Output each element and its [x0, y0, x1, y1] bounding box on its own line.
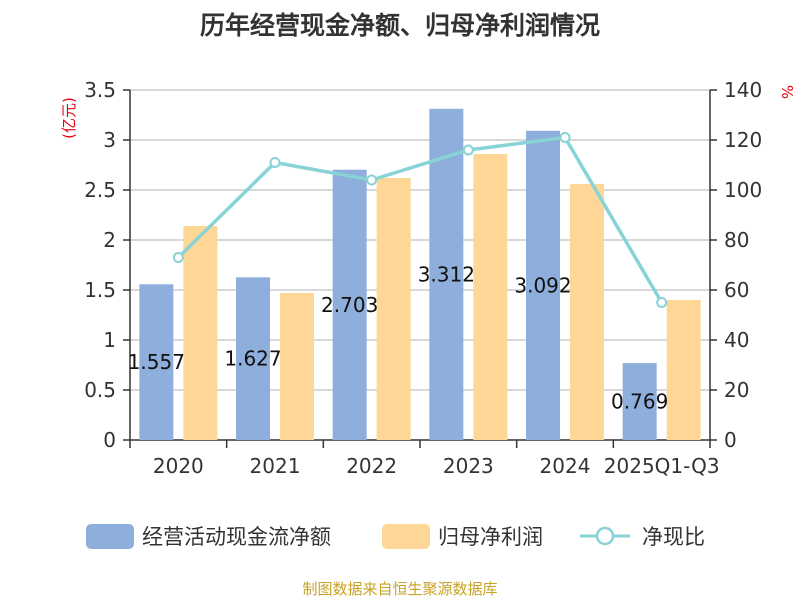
x-tick-label: 2021: [250, 454, 301, 478]
bars: [139, 108, 701, 441]
data-label-cashflow: 2.703: [321, 293, 378, 317]
ratio-line: [172, 132, 668, 308]
left-tick-label: 1.5: [84, 278, 116, 302]
x-tick-label: 2023: [443, 454, 494, 478]
right-tick-label: 80: [724, 228, 749, 252]
bar-net-profit: [280, 293, 314, 440]
data-label-cashflow: 1.557: [128, 350, 185, 374]
ratio-line-path: [177, 135, 664, 304]
data-label-cashflow: 3.312: [418, 262, 475, 286]
source-note: 制图数据来自恒生聚源数据库: [302, 580, 497, 598]
left-tick-label: 1: [103, 328, 116, 352]
chart-title: 历年经营现金净额、归母净利润情况: [200, 11, 600, 40]
legend-label-ratio[interactable]: 净现比: [642, 525, 705, 549]
legend[interactable]: 经营活动现金流净额 归母净利润 净现比: [86, 524, 705, 549]
left-tick-label: 0.5: [84, 378, 116, 402]
bar-cashflow: [622, 363, 657, 440]
bar-cashflow: [429, 108, 464, 441]
right-axis-unit: %: [778, 85, 796, 99]
right-tick-label: 60: [724, 278, 749, 302]
x-tick-label: 2024: [540, 454, 591, 478]
bar-cashflow: [526, 130, 560, 441]
ratio-point: [559, 132, 571, 143]
gridlines: [130, 89, 710, 391]
legend-label-net-profit[interactable]: 归母净利润: [438, 525, 543, 549]
left-tick-label: 0: [103, 428, 116, 452]
ratio-point: [462, 144, 474, 156]
ratio-point: [269, 157, 281, 168]
right-tick-label: 40: [724, 328, 749, 352]
bar-net-profit: [570, 184, 604, 440]
ratio-point: [656, 297, 668, 308]
right-tick-label: 100: [724, 178, 762, 202]
x-tick-label: 2022: [346, 454, 397, 478]
bar-net-profit: [376, 178, 411, 440]
data-labels: 1.557 1.627 2.703 3.312 3.092 0.769: [128, 262, 669, 413]
right-tick-label: 0: [724, 428, 737, 452]
right-tick-label: 20: [724, 378, 749, 402]
axes: 0 0.5 1 1.5 2 2.5 3 3.5 0 20 40 60 80 100 120 140 2020 20…: [84, 78, 762, 478]
data-label-cashflow: 0.769: [611, 390, 668, 414]
x-tick-label: 2020: [153, 454, 204, 478]
legend-swatch-ratio-marker[interactable]: [595, 526, 615, 546]
left-tick-label: 3.5: [84, 78, 116, 102]
right-tick-label: 120: [724, 128, 762, 152]
left-tick-label: 2: [103, 228, 116, 252]
ratio-point: [172, 252, 184, 263]
bar-net-profit: [183, 226, 218, 440]
bar-net-profit: [473, 154, 508, 440]
bar-net-profit: [666, 300, 701, 440]
bar-cashflow: [332, 169, 367, 440]
legend-swatch-net-profit[interactable]: [382, 524, 430, 549]
left-tick-label: 3: [103, 128, 116, 152]
data-label-cashflow: 3.092: [514, 273, 571, 297]
legend-swatch-cashflow[interactable]: [86, 524, 134, 549]
left-tick-label: 2.5: [84, 178, 116, 202]
right-tick-label: 140: [724, 78, 762, 102]
bar-cashflow: [139, 284, 174, 440]
ratio-point: [366, 174, 378, 186]
data-label-cashflow: 1.627: [224, 347, 281, 371]
x-tick-label: 2025Q1-Q3: [604, 454, 720, 478]
bar-cashflow: [236, 277, 270, 440]
legend-label-cashflow[interactable]: 经营活动现金流净额: [142, 525, 331, 549]
left-axis-unit: (亿元): [60, 97, 78, 139]
